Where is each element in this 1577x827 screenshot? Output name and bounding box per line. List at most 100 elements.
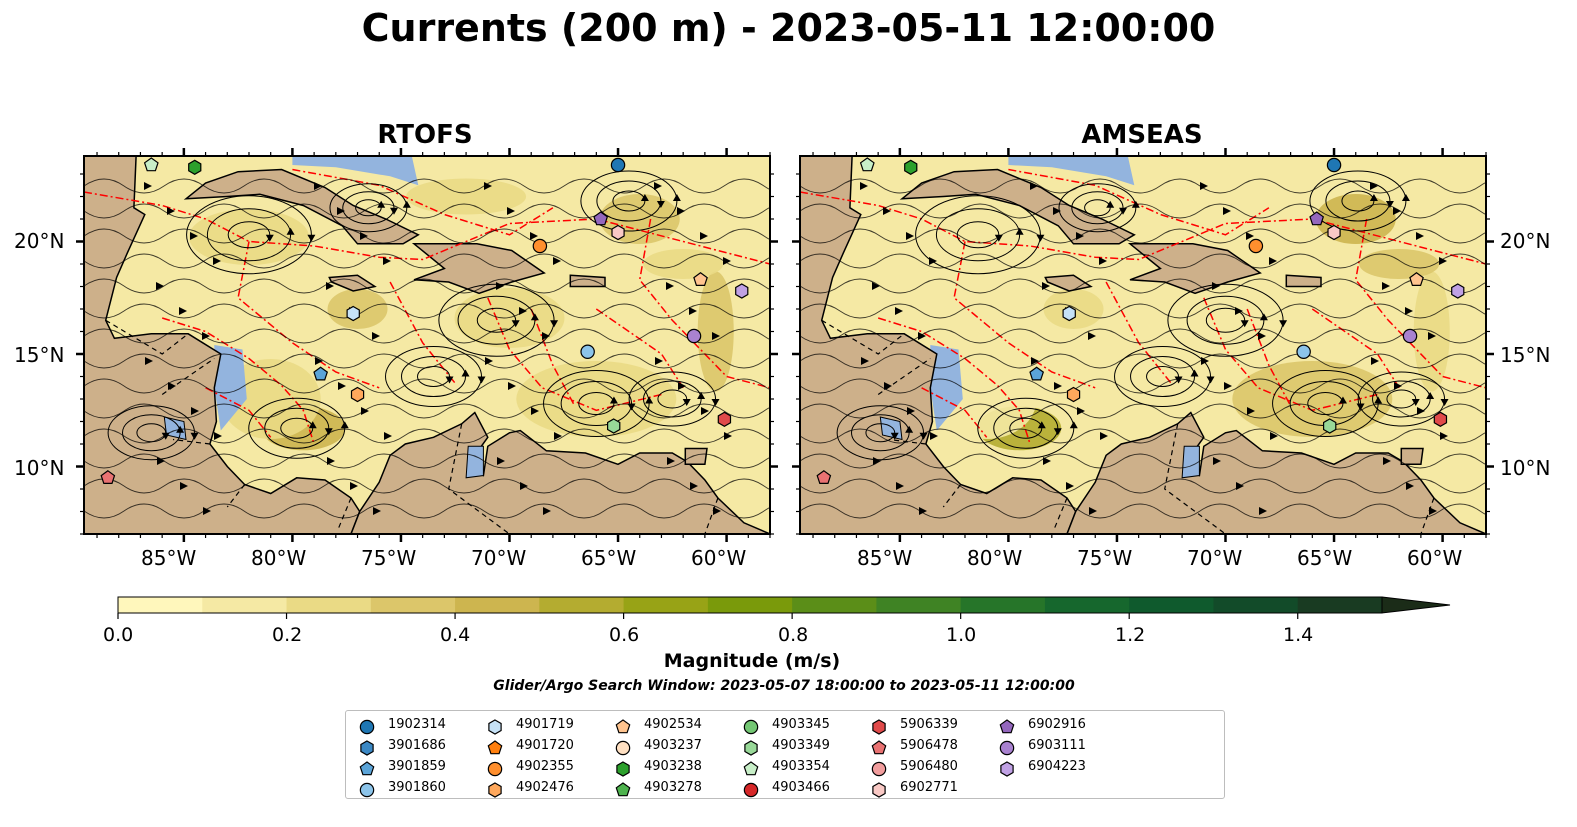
lon-label-85w-left: 85°W	[141, 546, 197, 570]
legend-label: 6903111	[1028, 738, 1086, 753]
lon-label-75w-right: 75°W	[1077, 546, 1133, 570]
lat-label-15n-left: 15°N	[14, 343, 65, 367]
legend-label: 4903278	[644, 780, 702, 795]
eez-boundary	[205, 387, 272, 438]
colorbar-bin	[1297, 597, 1383, 613]
legend-marker-pentagon-icon	[359, 761, 375, 776]
float-marker-4901719	[346, 305, 360, 322]
map-panel-amseas	[800, 156, 1486, 534]
eez-boundary	[1354, 218, 1486, 389]
float-marker-5906339	[1433, 411, 1448, 427]
lon-label-70w-right: 70°W	[1187, 546, 1243, 570]
colorbar-bin	[370, 597, 456, 613]
colorbar-bin	[792, 597, 877, 613]
eez-boundary	[292, 168, 554, 236]
float-marker-4902534	[693, 272, 708, 286]
eez-boundary	[530, 308, 576, 407]
lat-label-10n-right: 10°N	[1500, 456, 1551, 480]
land-island	[684, 447, 708, 466]
legend-label: 4903466	[772, 780, 830, 795]
legend-marker-pentagon-icon	[487, 740, 503, 755]
colorbar-bin	[1213, 597, 1299, 613]
lon-label-85w-right: 85°W	[857, 546, 913, 570]
land-south-america	[350, 411, 770, 534]
legend-label: 4903345	[772, 717, 830, 732]
legend-marker-pentagon-icon	[871, 740, 887, 755]
lon-label-80w-right: 80°W	[967, 546, 1023, 570]
land-central-america	[800, 156, 1077, 534]
colorbar-tick: 0.4	[440, 624, 471, 646]
legend-marker-hexagon-icon	[360, 740, 374, 756]
colorbar-bin	[118, 597, 203, 613]
legend-label: 4902534	[644, 717, 702, 732]
colorbar-bin	[286, 597, 372, 613]
eez-boundary	[877, 317, 1031, 445]
colorbar-tick: 0.2	[272, 624, 303, 646]
land-island	[1127, 243, 1262, 295]
legend-label: 4903354	[772, 759, 830, 774]
colorbar-bin	[1129, 597, 1214, 613]
map-panels	[76, 148, 1494, 542]
lon-label-65w-left: 65°W	[581, 546, 637, 570]
search-window-caption: Glider/Argo Search Window: 2023-05-07 18…	[493, 678, 1075, 694]
legend-label: 6904223	[1028, 759, 1086, 774]
eez-boundary	[1203, 297, 1378, 412]
eez-boundary	[921, 387, 988, 438]
float-marker-1902314	[1326, 157, 1342, 173]
figure-title: Currents (200 m) - 2023-05-11 12:00:00	[361, 6, 1216, 50]
land-island	[183, 168, 420, 245]
colorbar-bin	[539, 597, 625, 613]
land-island	[1044, 274, 1093, 292]
eez-boundary	[800, 191, 1486, 265]
legend-marker-pentagon-icon	[615, 719, 631, 734]
float-marker-4903349	[1322, 418, 1337, 434]
legend-marker-hexagon-icon	[872, 719, 886, 735]
legend-label: 1902314	[388, 717, 446, 732]
legend-label: 4903238	[644, 759, 702, 774]
float-marker-6904223	[1451, 283, 1465, 299]
legend-label: 6902916	[1028, 717, 1086, 732]
map-panel-rtofs	[84, 156, 770, 534]
legend-label: 5906478	[900, 738, 958, 753]
legend-marker-hexagon-icon	[1000, 761, 1014, 777]
legend-marker-circle-icon	[487, 761, 503, 777]
land-island	[569, 274, 606, 288]
eez-boundary	[389, 281, 456, 384]
colorbar-bin	[455, 597, 540, 613]
colorbar-bin	[960, 597, 1046, 613]
legend-marker-circle-icon	[359, 782, 375, 798]
lat-label-20n-right: 20°N	[1500, 229, 1551, 253]
float-marker-4902355	[532, 238, 548, 254]
land-island	[411, 243, 546, 295]
colorbar-tick: 1.2	[1115, 624, 1146, 646]
colorbar-bin	[707, 597, 793, 613]
legend-marker-circle-icon	[615, 740, 631, 756]
legend-label: 4903237	[644, 738, 702, 753]
legend-label: 3901859	[388, 759, 446, 774]
float-marker-6902771	[611, 224, 625, 241]
colorbar-tick: 1.0	[946, 624, 977, 646]
float-marker-4902355	[1248, 238, 1264, 254]
float-marker-4902476	[350, 386, 365, 403]
legend-label: 4901719	[516, 717, 574, 732]
eez-boundary	[953, 241, 1096, 389]
panel-title-amseas: AMSEAS	[1081, 120, 1203, 150]
float-marker-4903354	[859, 157, 875, 172]
colorbar-tick: 1.4	[1283, 624, 1314, 646]
float-marker-6902916	[593, 211, 609, 226]
float-legend: 1902314 3901686 3901859 3901860 4901719 49017…	[345, 710, 1225, 799]
legend-label: 3901686	[388, 738, 446, 753]
float-marker-5906478	[816, 470, 832, 484]
float-marker-6903111	[686, 328, 702, 344]
land-island	[899, 168, 1136, 245]
legend-label: 4902476	[516, 780, 574, 795]
colorbar-bin	[623, 597, 709, 613]
float-marker-4902476	[1066, 386, 1081, 403]
lon-label-70w-left: 70°W	[471, 546, 527, 570]
colorbar-bin	[1044, 597, 1130, 613]
legend-label: 6902771	[900, 780, 958, 795]
legend-label: 4901720	[516, 738, 574, 753]
legend-marker-hexagon-icon	[488, 719, 502, 735]
lon-label-65w-right: 65°W	[1297, 546, 1353, 570]
legend-marker-pentagon-icon	[743, 761, 759, 776]
